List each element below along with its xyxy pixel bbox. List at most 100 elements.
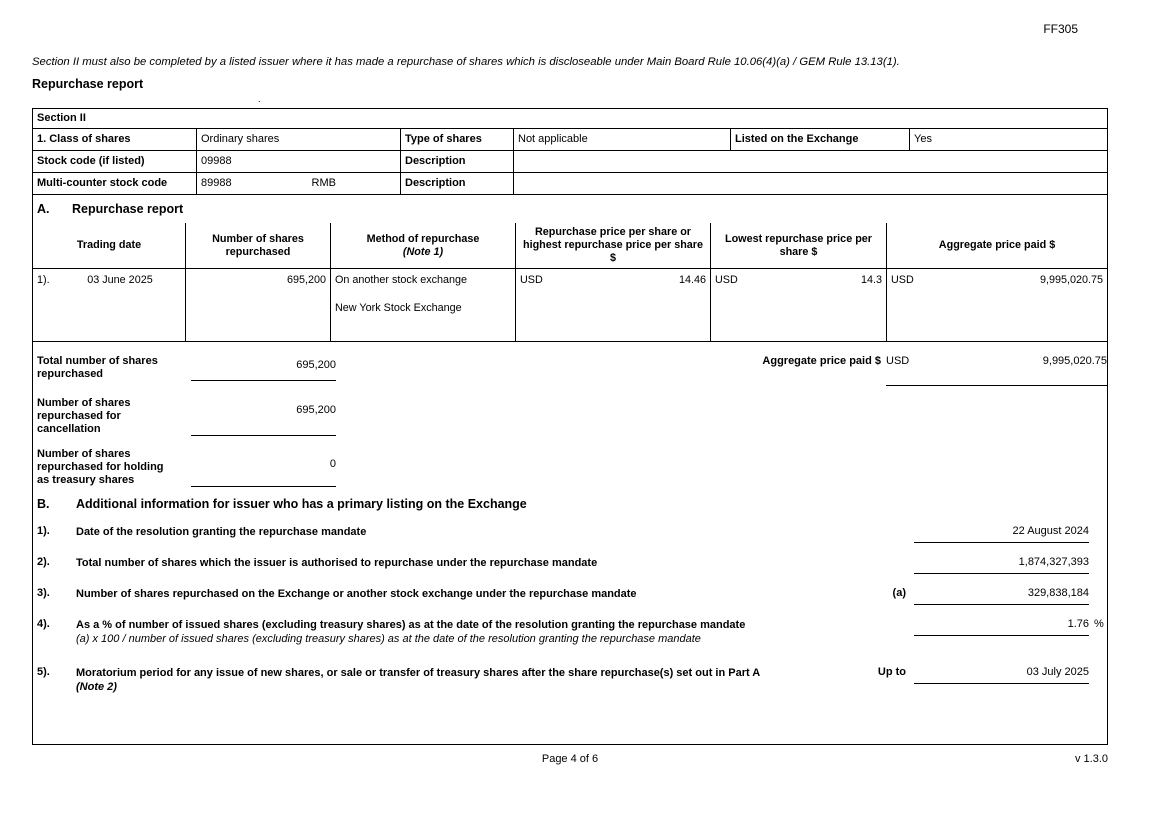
total-shares-value: 695,200: [191, 355, 336, 381]
b-item-5-prefix: Up to: [877, 666, 906, 678]
b-item-4-suffix: %: [1094, 618, 1104, 630]
treasury-shares-row: Number of shares repurchased for holding…: [33, 448, 1107, 487]
report-outer-box: Section II 1. Class of shares Ordinary s…: [32, 108, 1108, 745]
trading-date-value: 03 June 2025: [87, 274, 153, 286]
cell-price-high: USD 14.46: [516, 269, 711, 341]
price-high-currency: USD: [520, 274, 543, 286]
stock-code-value: 09988: [197, 151, 401, 173]
col-header-trading-date: Trading date: [33, 223, 186, 269]
method-line2: New York Stock Exchange: [335, 302, 462, 314]
description-label-1: Description: [401, 151, 514, 173]
b-item-1-text: Date of the resolution granting the repu…: [76, 526, 367, 538]
multi-counter-code: 89988: [201, 177, 232, 189]
aggregate-total-currency: USD: [886, 355, 910, 367]
b-item-1-number: 1).: [37, 525, 50, 537]
section-b-title: Additional information for issuer who ha…: [76, 497, 527, 511]
stock-code-label: Stock code (if listed): [33, 151, 197, 173]
section-b: B. Additional information for issuer who…: [33, 497, 1107, 694]
section2-table: 1. Class of shares Ordinary shares Type …: [33, 129, 1107, 195]
b-item-2: 2). Total number of shares which the iss…: [33, 556, 1107, 574]
b-item-1: 1). Date of the resolution granting the …: [33, 525, 1107, 543]
b-item-5: 5). Moratorium period for any issue of n…: [33, 666, 1107, 694]
b-item-4: 4). As a % of number of issued shares (e…: [33, 618, 1107, 646]
multi-counter-stock-code-label: Multi-counter stock code: [33, 173, 197, 195]
description-value-1: [514, 151, 1107, 173]
b-item-5-number: 5).: [37, 666, 50, 678]
class-of-shares-value: Ordinary shares: [197, 129, 401, 151]
b-item-3: 3). Number of shares repurchased on the …: [33, 587, 1107, 605]
cell-aggregate-price: USD 9,995,020.75: [887, 269, 1107, 341]
col-header-method-line1: Method of repurchase: [366, 232, 480, 245]
class-of-shares-label: 1. Class of shares: [33, 129, 197, 151]
b-item-2-text: Total number of shares which the issuer …: [76, 557, 598, 569]
listed-on-exchange-value: Yes: [910, 129, 1107, 151]
col-header-price-low: Lowest repurchase price per share $: [711, 223, 887, 269]
cancellation-shares-label: Number of shares repurchased for cancell…: [37, 397, 131, 435]
cell-trading-date: 1). 03 June 2025: [33, 269, 186, 341]
b-item-3-text: Number of shares repurchased on the Exch…: [76, 588, 637, 600]
b-item-2-value-area: 1,874,327,393: [845, 556, 1107, 574]
b-item-3-value-area: (a) 329,838,184: [845, 587, 1107, 605]
col-header-aggregate: Aggregate price paid $: [887, 223, 1107, 269]
type-of-shares-label: Type of shares: [401, 129, 514, 151]
b-item-3-number: 3).: [37, 587, 50, 599]
section-b-letter: B.: [37, 497, 50, 511]
cancellation-shares-value: 695,200: [191, 397, 336, 436]
page-number: Page 4 of 6: [541, 753, 599, 765]
multi-counter-currency: RMB: [311, 177, 336, 189]
b-item-1-value: 22 August 2024: [914, 525, 1089, 543]
section2-heading: Section II: [33, 109, 1107, 129]
aggregate-value: 9,995,020.75: [1039, 274, 1103, 286]
listed-on-exchange-label: Listed on the Exchange: [731, 129, 910, 151]
repurchase-table: Trading date Number of shares repurchase…: [33, 223, 1107, 342]
cancellation-shares-row: Number of shares repurchased for cancell…: [33, 397, 1107, 436]
aggregate-total-value: 9,995,020.75: [1042, 355, 1107, 367]
aggregate-total-row: Aggregate price paid $ USD 9,995,020.75: [738, 355, 1107, 386]
row-index: 1).: [37, 274, 50, 286]
section2-intro-note: Section II must also be completed by a l…: [32, 56, 900, 68]
totals-section: Total number of shares repurchased 695,2…: [33, 342, 1107, 487]
col-header-method: Method of repurchase (Note 1): [331, 223, 516, 269]
method-line1: On another stock exchange: [335, 274, 468, 286]
form-code: FF305: [1043, 22, 1078, 36]
description-label-2: Description: [401, 173, 514, 195]
stray-mark: .: [258, 94, 261, 104]
aggregate-total-value-box: USD 9,995,020.75: [886, 355, 1107, 386]
b-item-4-value-area: 1.76 %: [845, 618, 1107, 636]
b-item-5-note: (Note 2): [76, 681, 117, 693]
section-b-heading: B. Additional information for issuer who…: [33, 497, 1107, 511]
form-version: v 1.3.0: [1074, 753, 1108, 765]
treasury-shares-label: Number of shares repurchased for holding…: [37, 448, 164, 486]
price-low-currency: USD: [715, 274, 738, 286]
b-item-5-text: Moratorium period for any issue of new s…: [76, 667, 761, 679]
col-header-price-high: Repurchase price per share or highest re…: [516, 223, 711, 269]
col-header-method-note: (Note 1): [402, 245, 444, 258]
b-item-4-formula: (a) x 100 / number of issued shares (exc…: [76, 633, 701, 645]
description-value-2: [514, 173, 1107, 195]
cell-method: On another stock exchange New York Stock…: [331, 269, 516, 341]
b-item-4-value: 1.76: [914, 618, 1089, 636]
aggregate-currency: USD: [891, 274, 914, 286]
section-a-heading: A. Repurchase report: [33, 195, 1107, 223]
treasury-shares-value: 0: [191, 448, 336, 487]
cell-shares-repurchased: 695,200: [186, 269, 331, 341]
section-a-letter: A.: [37, 202, 50, 216]
b-item-5-value: 03 July 2025: [914, 666, 1089, 684]
section-a-title: Repurchase report: [72, 202, 184, 216]
cell-price-low: USD 14.3: [711, 269, 887, 341]
total-shares-label: Total number of shares repurchased: [37, 355, 158, 380]
b-item-4-number: 4).: [37, 618, 50, 630]
type-of-shares-value: Not applicable: [514, 129, 731, 151]
page-footer: Page 4 of 6 v 1.3.0: [32, 753, 1108, 765]
b-item-2-number: 2).: [37, 556, 50, 568]
b-item-1-value-area: 22 August 2024: [845, 525, 1107, 543]
b-item-5-value-area: Up to 03 July 2025: [845, 666, 1107, 684]
multi-counter-stock-code-value: 89988 RMB: [197, 173, 401, 195]
col-header-number-of-shares: Number of shares repurchased: [186, 223, 331, 269]
total-shares-row: Total number of shares repurchased 695,2…: [33, 355, 1107, 381]
price-high-value: 14.46: [678, 274, 706, 286]
b-item-3-prefix: (a): [892, 587, 906, 599]
page-title: Repurchase report: [32, 77, 144, 91]
aggregate-total-label: Aggregate price paid $: [762, 355, 881, 367]
